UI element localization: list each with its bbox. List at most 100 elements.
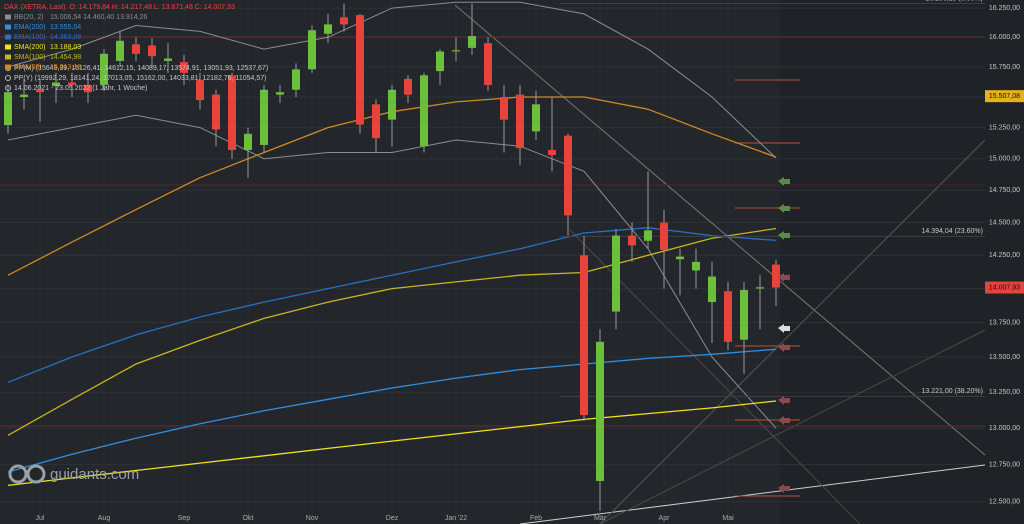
trend-line bbox=[454, 4, 986, 456]
candle-body bbox=[468, 36, 476, 48]
candle-body bbox=[644, 230, 652, 241]
candle-body bbox=[436, 51, 444, 72]
candle-body bbox=[452, 50, 460, 52]
x-tick-label: Dez bbox=[386, 515, 399, 522]
candle-body bbox=[660, 222, 668, 251]
candle-body bbox=[548, 149, 556, 155]
logo bbox=[26, 464, 46, 484]
price-badge bbox=[985, 90, 1024, 103]
legend-values: 14.454,98 bbox=[50, 54, 81, 61]
y-tick-label: 14.500,00 bbox=[989, 219, 1020, 226]
fib-label: 14.394,04 (23.60%) bbox=[922, 228, 984, 235]
title: DAX (XETRA, Last) bbox=[4, 4, 65, 11]
candle-body bbox=[420, 75, 428, 147]
indicator-line bbox=[7, 227, 777, 436]
candle-body bbox=[564, 135, 572, 216]
x-tick-label: Apr bbox=[659, 515, 671, 522]
legend-values: 15.006,54 14.460,40 13.914,26 bbox=[50, 14, 147, 21]
legend-swatch bbox=[5, 14, 11, 20]
candle-body bbox=[196, 80, 204, 101]
legend-swatch bbox=[5, 34, 11, 40]
candle-body bbox=[740, 289, 748, 340]
candle-body bbox=[516, 94, 524, 149]
candle-body bbox=[580, 255, 588, 416]
candle-body bbox=[356, 15, 364, 125]
indicator-line bbox=[7, 400, 777, 487]
legend-swatch bbox=[5, 54, 11, 60]
plot-area bbox=[0, 0, 780, 524]
x-tick-label: Jul bbox=[36, 515, 45, 522]
candle-body bbox=[132, 44, 140, 54]
candle-body bbox=[484, 43, 492, 85]
y-tick-label: 12.750,00 bbox=[989, 461, 1020, 468]
x-tick-label: Nov bbox=[306, 515, 319, 522]
x-tick-label: Mai bbox=[722, 515, 734, 522]
indicator-line bbox=[7, 1, 777, 159]
icon bbox=[5, 85, 11, 91]
candle-body bbox=[260, 89, 268, 145]
candle-body bbox=[84, 84, 92, 93]
pivot-y: PP(Y) (19992,29, 18141,24, 17013,05, 151… bbox=[14, 75, 266, 82]
candle-body bbox=[404, 78, 412, 95]
legend-name: BB(20, 2) bbox=[14, 14, 44, 21]
fib-label: 16.290,19 (0.00%) bbox=[925, 0, 983, 2]
candle-body bbox=[692, 261, 700, 271]
y-tick-label: 15.250,00 bbox=[989, 124, 1020, 131]
candle-body bbox=[164, 58, 172, 61]
candle-body bbox=[628, 235, 636, 246]
candles bbox=[4, 3, 780, 511]
ohlc: O: 14.179,84 H: 14.217,48 L: 13.871,48 C… bbox=[69, 4, 235, 11]
candle-body bbox=[532, 104, 540, 132]
legend-swatch bbox=[5, 64, 11, 70]
legend-values: 15.013,18 bbox=[50, 64, 81, 71]
fan-line bbox=[599, 139, 986, 524]
price-badge-label: 15.507,08 bbox=[989, 93, 1020, 100]
fib-label: 13.221,00 (38.20%) bbox=[922, 388, 984, 395]
candle-body bbox=[596, 341, 604, 481]
watermark: guidants.com bbox=[8, 464, 139, 484]
candle-body bbox=[68, 82, 76, 85]
legend-values: 14.363,08 bbox=[50, 34, 81, 41]
candle-body bbox=[340, 17, 348, 25]
arrow-marker bbox=[778, 484, 790, 493]
y-tick-label: 16.000,00 bbox=[989, 34, 1020, 41]
candle-body bbox=[308, 30, 316, 70]
price-badge-label: 14.007,93 bbox=[989, 284, 1020, 291]
legend-values: 13.555,04 bbox=[50, 24, 81, 31]
candle-body bbox=[388, 89, 396, 120]
indicator-line bbox=[7, 114, 777, 429]
y-tick-label: 14.750,00 bbox=[989, 187, 1020, 194]
legend-name: SMA(200) bbox=[14, 44, 46, 51]
logo bbox=[8, 464, 28, 484]
indicator-line bbox=[7, 348, 777, 473]
x-tick-label: Feb bbox=[530, 515, 542, 522]
candle-body bbox=[772, 264, 780, 288]
candle-body bbox=[180, 62, 188, 73]
candle-body bbox=[500, 97, 508, 120]
grid bbox=[0, 7, 985, 503]
markers bbox=[778, 177, 790, 493]
candle-body bbox=[116, 40, 124, 61]
legend-swatch bbox=[5, 44, 11, 50]
candle-body bbox=[324, 24, 332, 34]
legend-name: EMA(200) bbox=[14, 24, 46, 31]
legend-values: 13.188,03 bbox=[50, 44, 81, 51]
candle-body bbox=[52, 82, 60, 87]
x-tick-label: Aug bbox=[98, 515, 111, 522]
trend-lines bbox=[0, 4, 986, 524]
arrow-marker bbox=[778, 204, 790, 213]
trend-line bbox=[519, 464, 986, 524]
y-tick-label: 13.000,00 bbox=[989, 425, 1020, 432]
price-badge bbox=[985, 281, 1024, 294]
instrument-title: DAX (XETRA, Last) O: 14.179,84 H: 14.217,… bbox=[4, 4, 235, 11]
candle-body bbox=[724, 291, 732, 342]
x-tick-label: Okt bbox=[243, 515, 254, 522]
y-tick-label: 14.250,00 bbox=[989, 252, 1020, 259]
candle-body bbox=[708, 276, 716, 303]
candle-body bbox=[212, 94, 220, 130]
candle-body bbox=[244, 133, 252, 150]
y-tick-label: 13.500,00 bbox=[989, 354, 1020, 361]
legend-name: SMA(38) bbox=[14, 64, 42, 71]
x-tick-label: Jan '22 bbox=[445, 515, 467, 522]
